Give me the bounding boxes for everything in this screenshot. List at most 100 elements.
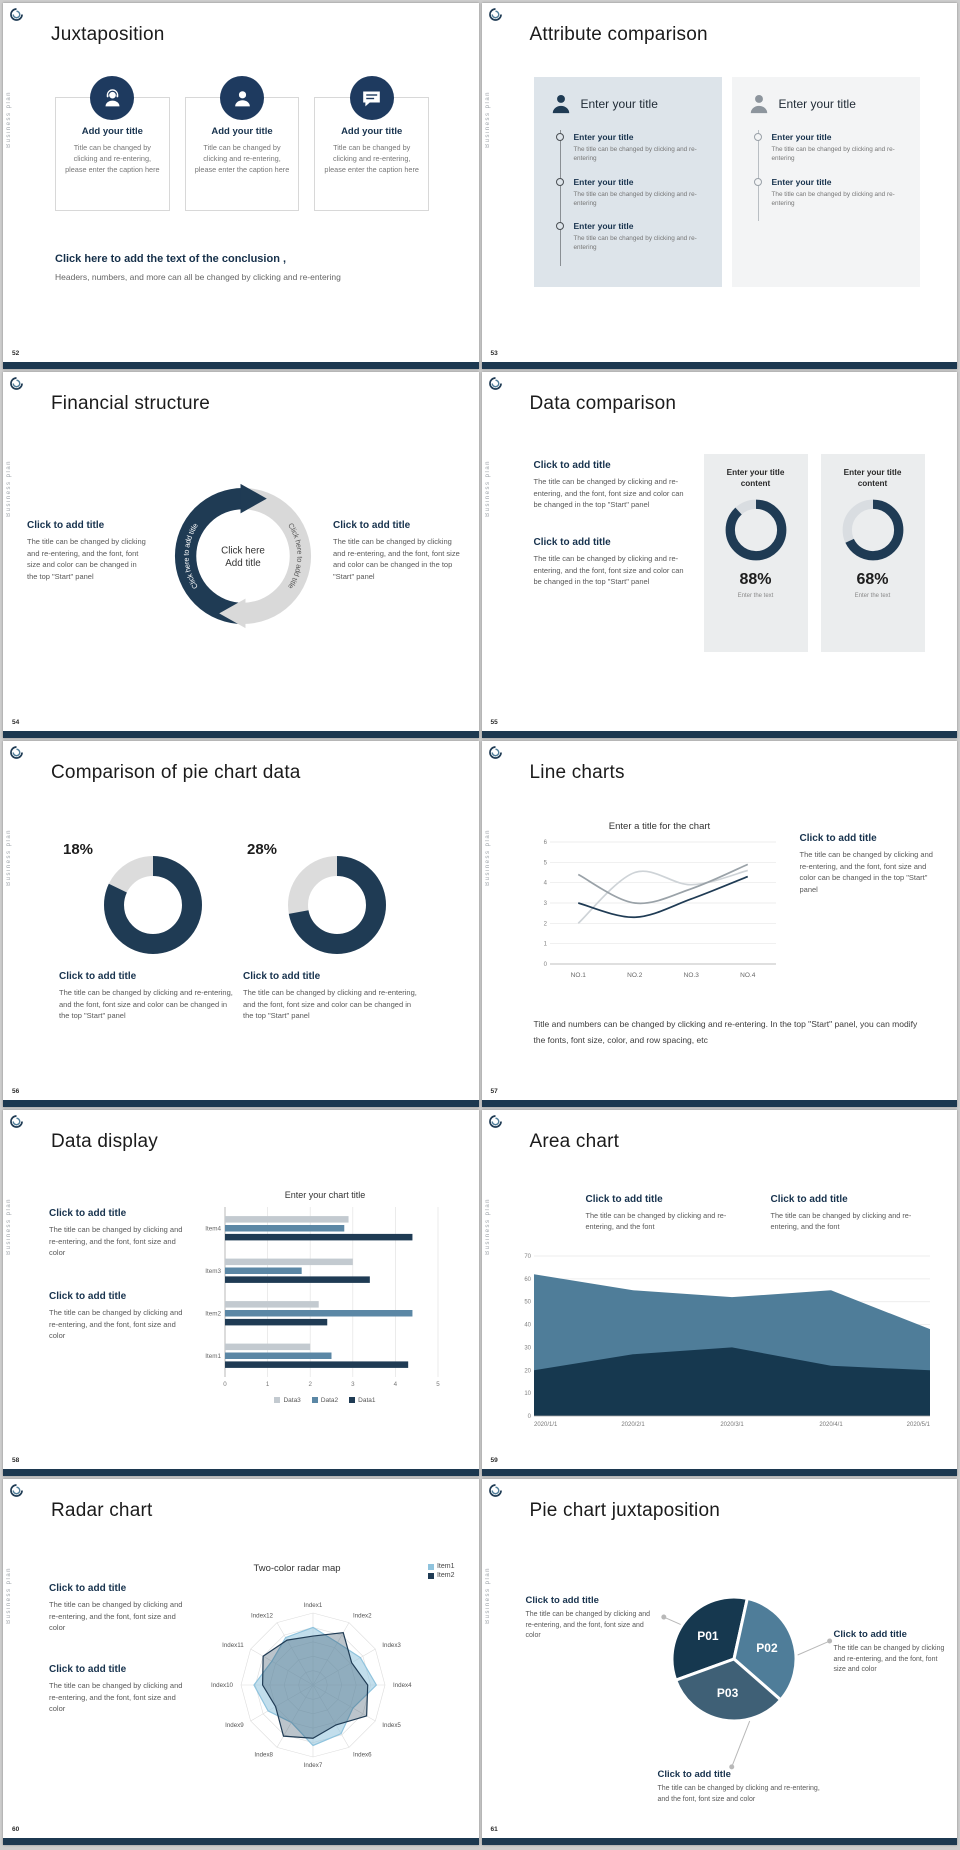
slide-number: 59 xyxy=(490,1457,498,1464)
legend-item: Data2 xyxy=(311,1397,338,1404)
text-block: Click to add title The title can be chan… xyxy=(59,971,235,1022)
footer-bar xyxy=(3,731,479,738)
block-text: The title can be changed by clicking and… xyxy=(243,988,417,1021)
svg-text:1: 1 xyxy=(543,942,547,948)
slide-60-radar-chart[interactable]: Business plan Radar chart Click to add t… xyxy=(3,1479,479,1845)
legend-swatch xyxy=(274,1397,281,1403)
vertical-label: Business plan xyxy=(6,829,12,886)
panel-header: Enter your title xyxy=(748,91,910,117)
block-title: Click to add title xyxy=(833,1629,907,1640)
slide-number: 57 xyxy=(490,1088,498,1095)
slide-54-financial-structure[interactable]: Business plan Financial structure Click … xyxy=(3,372,479,738)
timeline-item: Enter your title The title can be change… xyxy=(754,176,910,222)
slide-58-data-display[interactable]: Business plan Data display Click to add … xyxy=(3,1110,479,1476)
svg-text:P02: P02 xyxy=(756,1641,778,1655)
timeline-node xyxy=(556,177,564,186)
block-text: The title can be changed by clicking and… xyxy=(533,553,684,587)
svg-text:2020/1/1: 2020/1/1 xyxy=(534,1422,558,1428)
text-block: Click to add title The title can be chan… xyxy=(49,1208,187,1259)
slide-title: Radar chart xyxy=(51,1500,153,1521)
svg-text:Item2: Item2 xyxy=(205,1310,221,1317)
chat-icon xyxy=(349,76,394,120)
vertical-label: Business plan xyxy=(484,91,491,148)
block-title: Click to add title xyxy=(533,536,611,548)
footer-bar xyxy=(481,731,957,738)
text-block: Click to add title The title can be chan… xyxy=(243,971,419,1022)
svg-text:30: 30 xyxy=(524,1345,531,1351)
timeline-node xyxy=(754,177,762,186)
stat-card: Enter your title content 88% Enter the t… xyxy=(703,454,808,652)
slide-56-pie-comparison[interactable]: Business plan Comparison of pie chart da… xyxy=(3,741,479,1107)
percent-label: 18% xyxy=(63,841,94,858)
block-text: The title can be changed by clicking and… xyxy=(49,1307,183,1341)
item-text: The title can be changed by clicking and… xyxy=(771,146,895,163)
legend-item: Data3 xyxy=(274,1397,301,1404)
svg-text:5: 5 xyxy=(436,1381,440,1388)
svg-text:Index1: Index1 xyxy=(304,1602,323,1609)
block-text: The title can be changed by clicking and… xyxy=(59,988,233,1021)
slide-59-area-chart[interactable]: Business plan Area chart Click to add ti… xyxy=(481,1110,957,1476)
donut-group: 28% Click to add title The title can be … xyxy=(243,835,419,1022)
text-block-right: Click to add title The title can be chan… xyxy=(834,1629,946,1676)
item-title: Enter your title xyxy=(771,176,832,187)
legend-swatch xyxy=(349,1397,356,1403)
svg-text:2020/4/1: 2020/4/1 xyxy=(819,1422,843,1428)
slide-52-juxtaposition[interactable]: Business plan Juxtaposition Add your tit… xyxy=(3,3,479,369)
slide-title: Attribute comparison xyxy=(529,24,708,45)
legend-label: Data3 xyxy=(283,1397,301,1404)
svg-text:2020/2/1: 2020/2/1 xyxy=(621,1422,645,1428)
conclusion-title: Click here to add the text of the conclu… xyxy=(55,253,287,265)
timeline-item: Enter your title The title can be change… xyxy=(556,221,712,266)
brand-logo-icon xyxy=(10,8,23,21)
svg-text:NO.2: NO.2 xyxy=(627,972,643,979)
card-title: Add your title xyxy=(341,126,403,137)
text-column: Click to add title The title can be chan… xyxy=(534,460,686,614)
brand-logo-icon xyxy=(488,8,502,21)
svg-text:0: 0 xyxy=(543,962,547,968)
block-title: Click to add title xyxy=(49,1583,127,1594)
block-title: Click to add title xyxy=(585,1194,663,1205)
timeline-item: Enter your title The title can be change… xyxy=(754,132,910,177)
brand-logo-icon xyxy=(488,1484,502,1497)
slide-61-pie-juxtaposition[interactable]: Business plan Pie chart juxtaposition P0… xyxy=(481,1479,957,1845)
svg-text:Index6: Index6 xyxy=(353,1751,372,1758)
slide-55-data-comparison[interactable]: Business plan Data comparison Click to a… xyxy=(481,372,957,738)
block-title: Click to add title xyxy=(49,1663,127,1675)
donut-chart xyxy=(104,856,202,954)
svg-text:40: 40 xyxy=(524,1323,531,1329)
footer-bar xyxy=(3,362,479,369)
info-card: Add your title Title can be changed by c… xyxy=(55,76,170,211)
user-icon xyxy=(750,95,767,114)
svg-text:Index4: Index4 xyxy=(393,1682,412,1689)
svg-text:Index2: Index2 xyxy=(353,1613,372,1620)
svg-text:NO.1: NO.1 xyxy=(570,972,586,979)
chart-title: Enter a title for the chart xyxy=(608,821,711,832)
timeline-node xyxy=(754,133,762,141)
block-text: The title can be changed by clicking and… xyxy=(333,537,460,581)
svg-text:2020/5/1: 2020/5/1 xyxy=(906,1422,930,1428)
block-title: Click to add title xyxy=(657,1769,731,1780)
svg-text:1: 1 xyxy=(266,1381,270,1388)
slide-title: Area chart xyxy=(529,1131,620,1152)
brand-logo-icon xyxy=(10,1484,23,1497)
slide-title: Data display xyxy=(51,1131,158,1152)
timeline-item: Enter your title The title can be change… xyxy=(556,177,712,222)
item-title: Enter your title xyxy=(771,132,832,142)
card-caption: Title can be changed by clicking and re-… xyxy=(194,143,290,174)
text-block: Click to add title The title can be chan… xyxy=(534,537,686,588)
block-text: The title can be changed by clicking and… xyxy=(49,1600,183,1633)
slide-53-attribute-comparison[interactable]: Business plan Attribute comparison Enter… xyxy=(481,3,957,369)
block-text: The title can be changed by clicking and… xyxy=(49,1225,183,1258)
block-title: Click to add title xyxy=(770,1194,848,1205)
card-title: Add your title xyxy=(81,126,143,137)
svg-text:Index8: Index8 xyxy=(254,1751,273,1758)
brand-logo-icon xyxy=(488,377,502,390)
timeline: Enter your title The title can be change… xyxy=(754,130,910,222)
footer-bar xyxy=(481,1469,957,1476)
slide-57-line-charts[interactable]: Business plan Line charts Enter a title … xyxy=(481,741,957,1107)
block-title: Click to add title xyxy=(243,971,321,982)
svg-text:NO.4: NO.4 xyxy=(740,972,756,979)
slide-number: 58 xyxy=(12,1457,20,1464)
slide-title: Data comparison xyxy=(529,393,677,414)
